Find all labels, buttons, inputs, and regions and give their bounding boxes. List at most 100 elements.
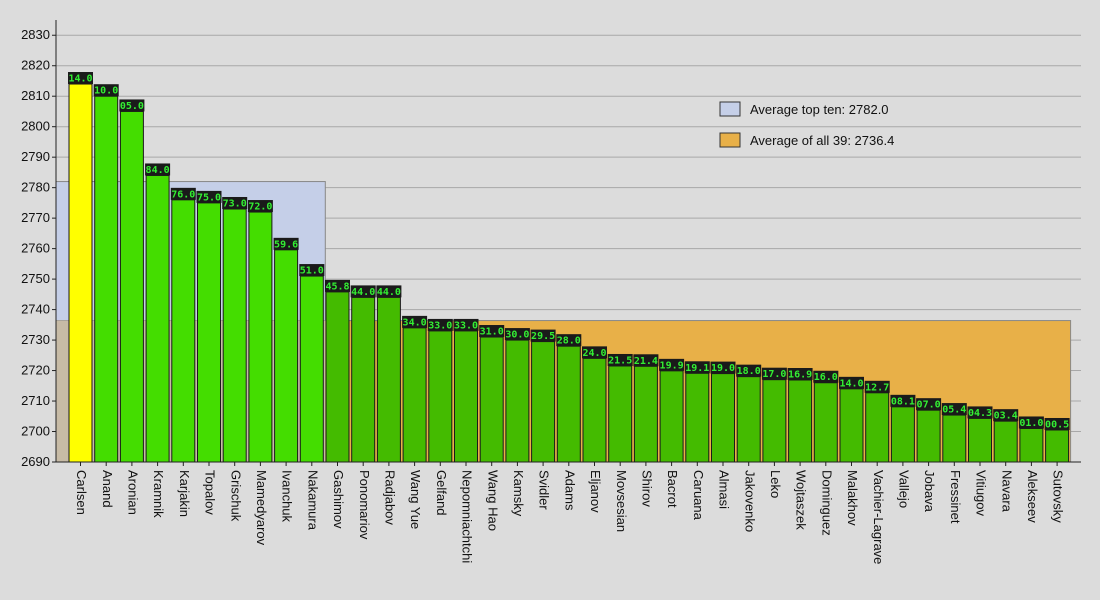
value-label-bg	[993, 409, 1019, 422]
bar	[402, 327, 427, 463]
bar	[505, 339, 530, 463]
category-label: Dominguez	[819, 470, 834, 536]
value-label: 16.0	[814, 372, 838, 383]
category-label: Radjabov	[382, 470, 397, 525]
value-label: 31.0	[480, 327, 504, 338]
value-label: 29.5	[531, 331, 555, 342]
bar	[222, 208, 247, 463]
value-label: 01.0	[1019, 418, 1043, 429]
category-label: Bacrot	[665, 470, 680, 508]
value-label: 21.5	[608, 355, 632, 366]
bar	[145, 174, 170, 463]
bar	[685, 372, 710, 463]
bar	[711, 373, 735, 463]
category-label: Mamedyarov	[254, 470, 269, 546]
value-label-bg	[787, 368, 813, 381]
value-label: 33.0	[454, 320, 478, 331]
category-label: Wojtaszek	[794, 470, 809, 530]
bar	[171, 199, 196, 463]
category-label: Movsesian	[614, 470, 629, 532]
value-label-bg	[93, 84, 119, 97]
bar	[608, 365, 633, 463]
bar	[325, 291, 350, 463]
category-label: Karjakin	[177, 470, 192, 517]
bar	[454, 330, 478, 463]
value-label-bg	[170, 187, 196, 200]
value-label: 34.0	[403, 317, 427, 328]
legend-swatch	[719, 132, 741, 148]
value-label: 75.0	[197, 192, 221, 203]
category-label: Carlsen	[74, 470, 89, 515]
category-label: Ponomariov	[357, 470, 372, 540]
y-tick-label: 2790	[21, 149, 50, 164]
value-label: 07.0	[917, 400, 941, 411]
bar	[68, 83, 93, 463]
bar	[839, 388, 864, 463]
y-tick-label: 2820	[21, 58, 50, 73]
value-label-bg	[68, 72, 93, 85]
value-label-bg	[761, 367, 787, 380]
y-tick-label: 2770	[21, 210, 50, 225]
value-label-bg	[453, 318, 479, 331]
y-tick-label: 2760	[21, 241, 50, 256]
bar	[890, 406, 915, 463]
value-label: 14.0	[839, 378, 863, 389]
value-label: 51.0	[300, 266, 324, 277]
value-label: 04.3	[968, 408, 992, 419]
bar	[428, 330, 453, 463]
value-label-bg	[1018, 416, 1044, 429]
value-label: 30.0	[505, 330, 529, 341]
bar	[274, 249, 299, 463]
bar	[376, 296, 401, 463]
legend-swatch	[719, 101, 741, 117]
category-label: Nakamura	[305, 470, 320, 531]
value-label-bg	[813, 370, 839, 383]
value-label-bg	[582, 346, 607, 359]
category-label: Fressinet	[948, 470, 963, 524]
category-label: Grischuk	[228, 470, 243, 522]
value-label-bg	[504, 328, 530, 341]
y-tick-label: 2830	[21, 27, 50, 42]
value-label-bg	[916, 398, 942, 411]
value-label-bg	[479, 325, 505, 338]
value-label: 03.4	[994, 411, 1018, 422]
category-label: Svidler	[537, 470, 552, 510]
value-label: 44.0	[377, 287, 401, 298]
value-label: 19.0	[711, 363, 735, 374]
value-label-bg	[607, 353, 633, 366]
value-label: 12.7	[865, 382, 889, 393]
category-label: Malakhov	[845, 470, 860, 526]
value-label-bg	[941, 403, 967, 416]
value-label-bg	[196, 190, 222, 203]
value-label: 10.0	[94, 86, 118, 97]
legend-label: Average top ten: 2782.0	[750, 102, 889, 117]
value-label-bg	[119, 99, 145, 112]
value-label-bg	[145, 163, 171, 176]
value-label-bg	[350, 285, 376, 298]
y-tick-label: 2750	[21, 271, 50, 286]
value-label-bg	[376, 285, 402, 298]
value-label: 33.0	[428, 320, 452, 331]
value-label-bg	[710, 361, 736, 374]
value-label: 24.0	[582, 348, 606, 359]
value-label: 00.5	[1045, 419, 1069, 430]
bar	[479, 336, 504, 463]
y-tick-label: 2700	[21, 424, 50, 439]
category-label: Jakovenko	[742, 470, 757, 532]
value-label: 16.9	[788, 370, 812, 381]
y-tick-label: 2800	[21, 119, 50, 134]
value-label: 05.4	[942, 405, 966, 416]
y-tick-label: 2720	[21, 363, 50, 378]
value-label-bg	[1044, 417, 1070, 430]
category-label: Jobava	[922, 470, 937, 513]
value-label-bg	[556, 334, 582, 347]
value-label: 28.0	[557, 336, 581, 347]
bar	[916, 409, 941, 463]
bar	[351, 296, 376, 463]
category-label: Wang Yue	[408, 470, 423, 529]
bar	[633, 365, 658, 463]
y-tick-label: 2710	[21, 393, 50, 408]
y-tick-label: 2810	[21, 88, 50, 103]
value-label-bg	[839, 376, 864, 389]
